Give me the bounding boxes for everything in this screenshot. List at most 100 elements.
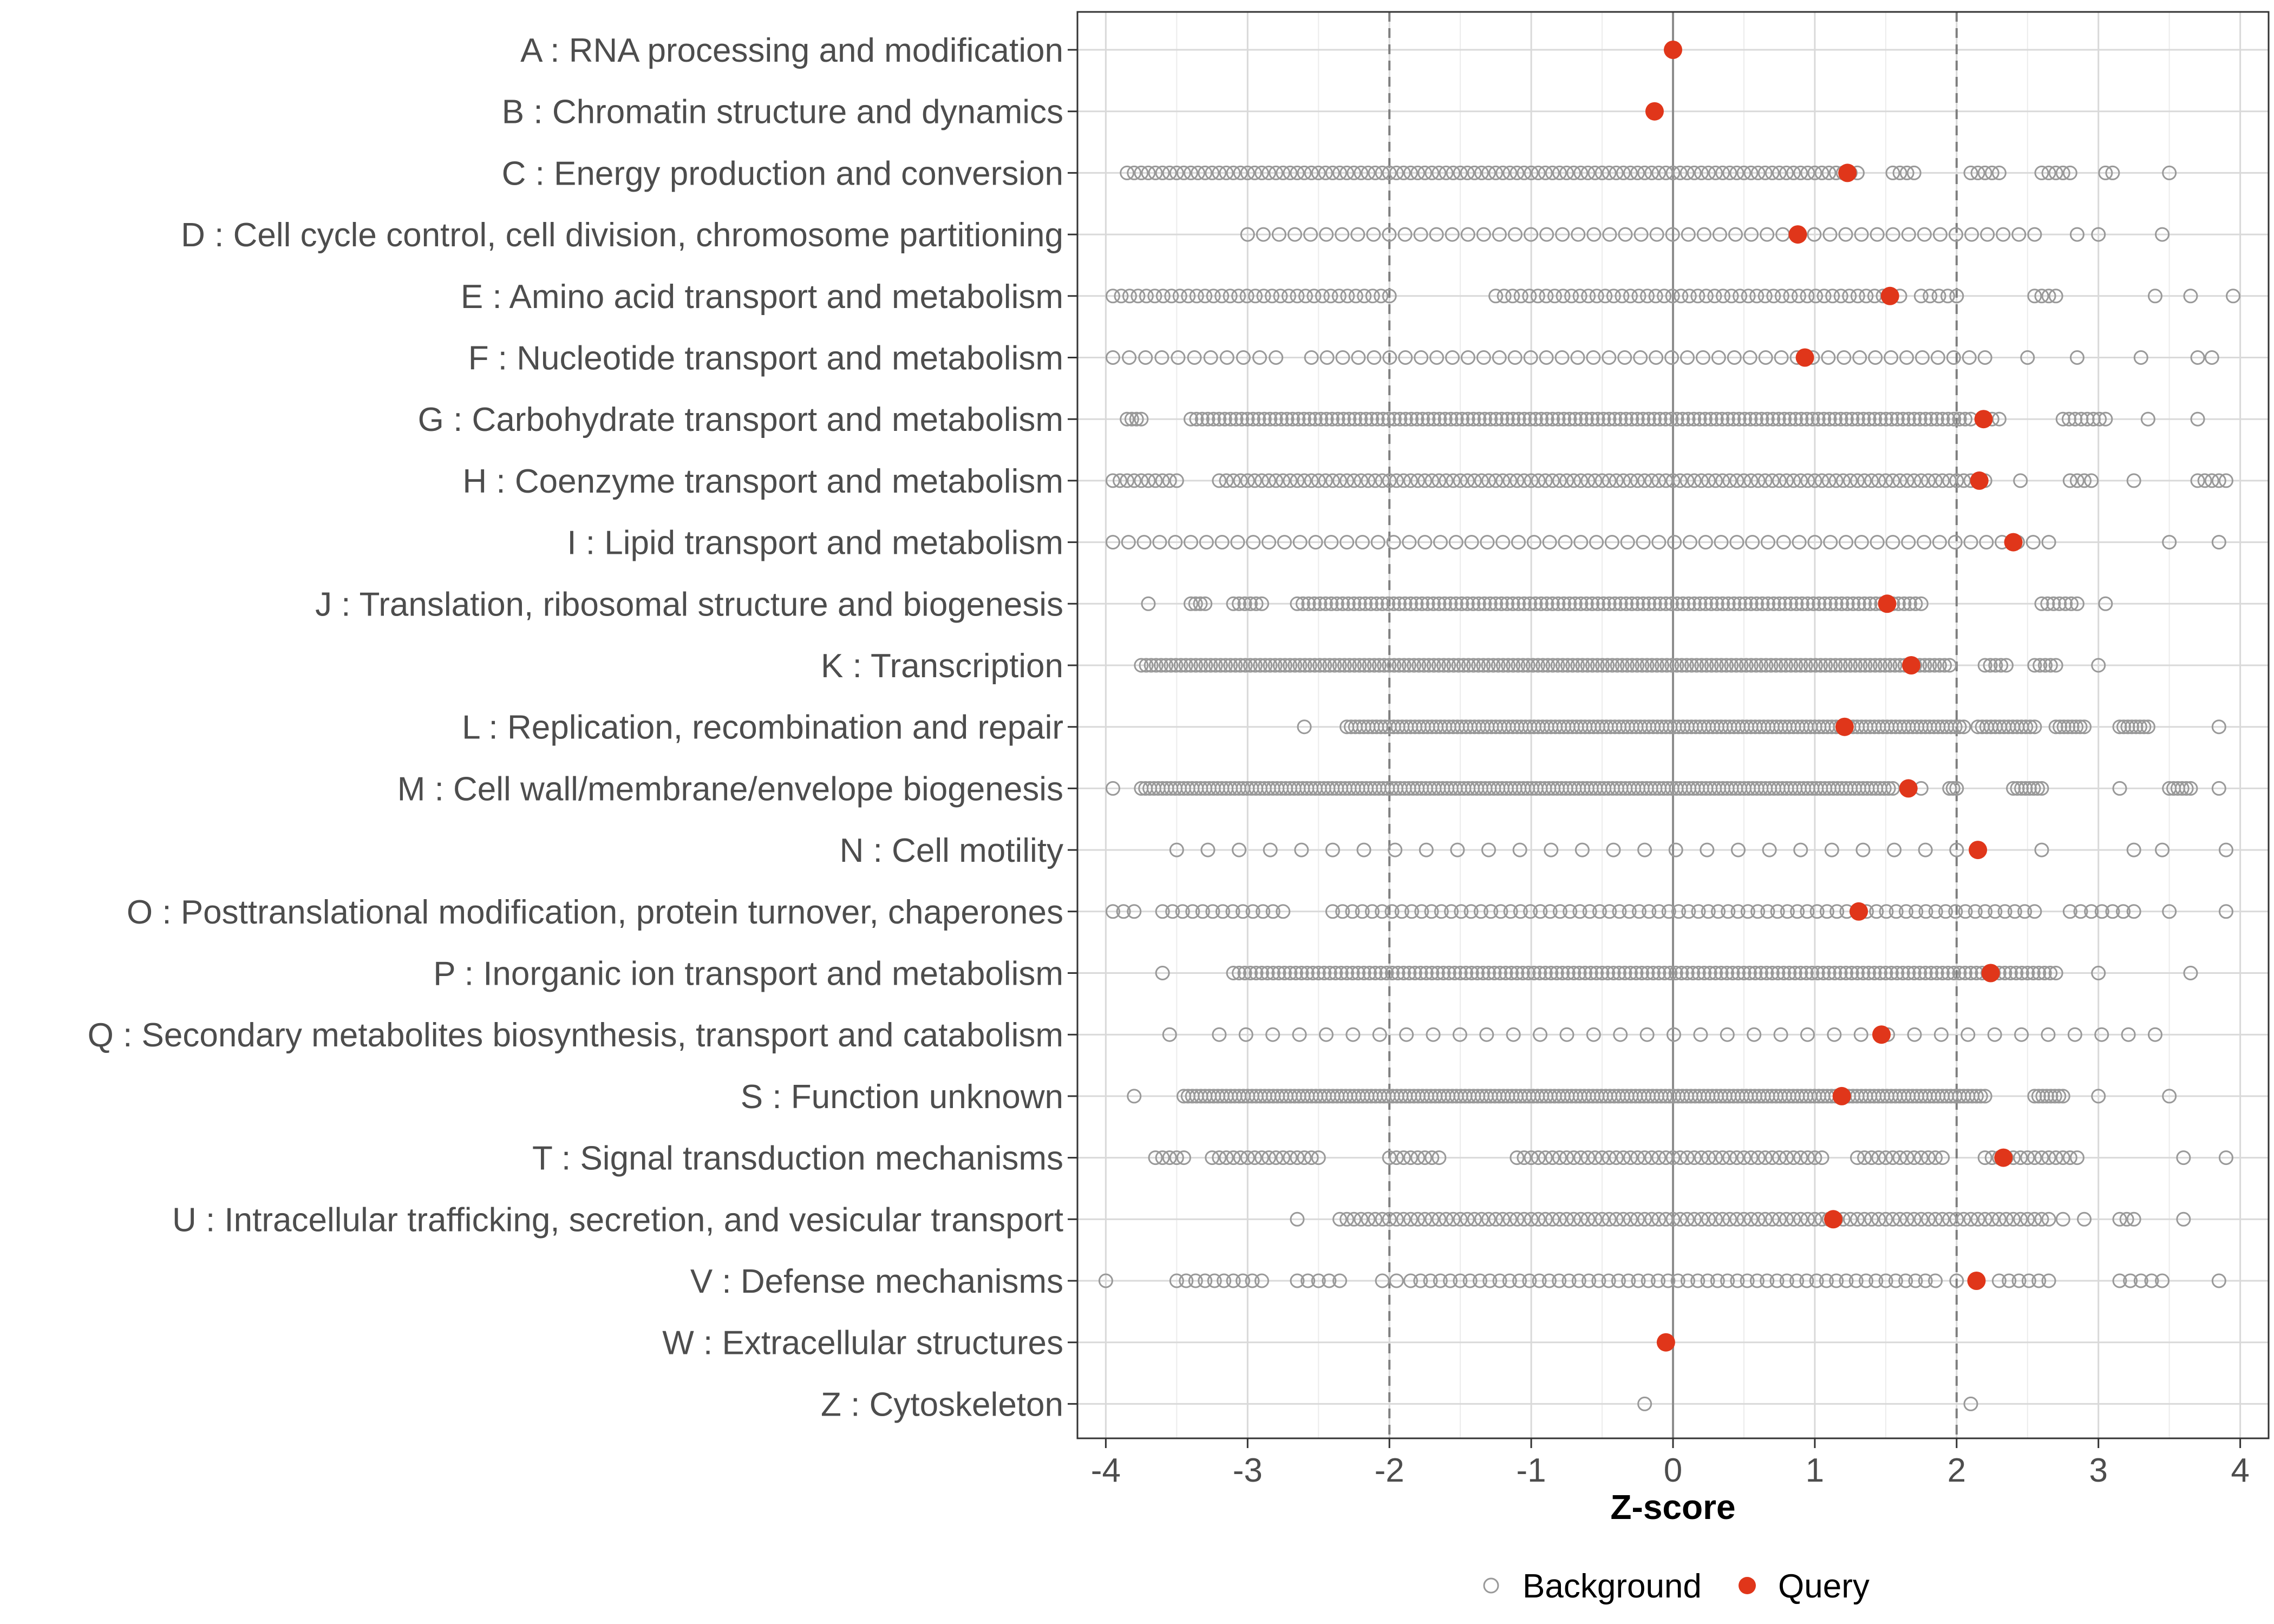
background-point <box>1753 966 1768 980</box>
background-point <box>1347 658 1362 673</box>
background-point <box>1666 1027 1681 1042</box>
background-point <box>1379 966 1394 980</box>
background-point <box>1424 165 1440 180</box>
background-point <box>1580 165 1596 180</box>
background-point <box>1602 1212 1617 1227</box>
background-point <box>1236 1273 1251 1288</box>
background-point <box>1436 658 1452 673</box>
background-point <box>1240 411 1255 427</box>
background-point <box>2091 1089 2106 1104</box>
background-point <box>2077 473 2092 488</box>
background-point <box>1414 350 1429 365</box>
background-point <box>1188 658 1204 673</box>
query-point <box>1902 656 1920 675</box>
background-point <box>1842 473 1858 488</box>
background-point <box>2086 411 2101 427</box>
background-point <box>1154 350 1169 365</box>
background-point <box>1189 411 1204 427</box>
background-point <box>2048 289 2063 304</box>
background-point <box>1732 596 1747 611</box>
background-point <box>1854 227 1869 242</box>
background-point <box>1461 658 1476 673</box>
query-point <box>1967 1272 1986 1290</box>
background-point <box>1302 411 1317 427</box>
background-point <box>1219 1150 1234 1165</box>
background-point <box>1559 1027 1574 1042</box>
background-point <box>1120 165 1135 180</box>
background-point <box>1290 289 1305 304</box>
background-point <box>1238 658 1253 673</box>
background-point <box>1269 473 1284 488</box>
background-point <box>1159 658 1174 673</box>
background-point <box>2027 1150 2042 1165</box>
background-point <box>1560 658 1575 673</box>
background-point <box>1956 1212 1971 1227</box>
background-point <box>1122 289 1137 304</box>
background-point <box>1370 535 1386 550</box>
background-point <box>1573 1212 1589 1227</box>
background-point <box>1283 1150 1298 1165</box>
background-point <box>1619 596 1634 611</box>
background-point <box>1551 411 1566 427</box>
background-point <box>1924 411 1939 427</box>
background-point <box>1364 904 1380 919</box>
background-point <box>1517 596 1532 611</box>
background-point <box>2034 165 2049 180</box>
background-point <box>1840 596 1855 611</box>
background-point <box>2039 1089 2054 1104</box>
background-point <box>1702 966 1717 980</box>
background-point <box>1312 596 1328 611</box>
background-point <box>1136 535 1152 550</box>
background-point <box>1805 411 1820 427</box>
background-point <box>1754 658 1769 673</box>
background-point <box>1382 289 1397 304</box>
background-point <box>2020 350 2035 365</box>
background-point <box>1800 289 1815 304</box>
background-point <box>1456 658 1471 673</box>
background-point <box>1757 1150 1773 1165</box>
background-point <box>1249 966 1264 980</box>
query-point <box>1788 225 1807 244</box>
background-point <box>1884 966 1899 980</box>
background-point <box>1448 535 1463 550</box>
background-point <box>1179 1273 1194 1288</box>
background-point <box>1587 473 1603 488</box>
background-point <box>1194 411 1210 427</box>
background-point <box>1636 596 1651 611</box>
background-point <box>1552 1273 1567 1288</box>
background-point <box>2073 719 2088 735</box>
background-point <box>1729 165 1744 180</box>
background-point <box>1288 658 1303 673</box>
background-point <box>1857 1212 1872 1227</box>
background-point <box>1510 165 1525 180</box>
background-point <box>1382 1212 1397 1227</box>
background-point <box>1524 1150 1539 1165</box>
background-point <box>1232 966 1247 980</box>
background-point <box>1839 1273 1854 1288</box>
background-point <box>1963 966 1978 980</box>
background-point <box>1495 535 1511 550</box>
background-points <box>1098 165 2241 1411</box>
category-label: J : Translation, ribosomal structure and… <box>315 586 1063 623</box>
background-point <box>1765 473 1780 488</box>
x-tick-label: 1 <box>1806 1452 1824 1489</box>
background-point <box>1335 904 1350 919</box>
background-point <box>1127 904 1142 919</box>
background-point <box>1729 1150 1744 1165</box>
category-label: W : Extracellular structures <box>662 1325 1063 1362</box>
background-point <box>1277 966 1292 980</box>
background-point <box>1141 473 1156 488</box>
x-tick-label: 3 <box>2089 1452 2107 1489</box>
background-point <box>1624 596 1639 611</box>
background-point <box>1367 350 1382 365</box>
background-point <box>1616 1150 1631 1165</box>
background-point <box>1481 966 1497 980</box>
background-point <box>1188 1273 1203 1288</box>
background-point <box>1297 1150 1312 1165</box>
background-point <box>1248 289 1263 304</box>
background-point <box>1708 165 1723 180</box>
x-tick-label: -3 <box>1233 1452 1263 1489</box>
background-point <box>1850 411 1865 427</box>
background-point <box>1917 227 1932 242</box>
